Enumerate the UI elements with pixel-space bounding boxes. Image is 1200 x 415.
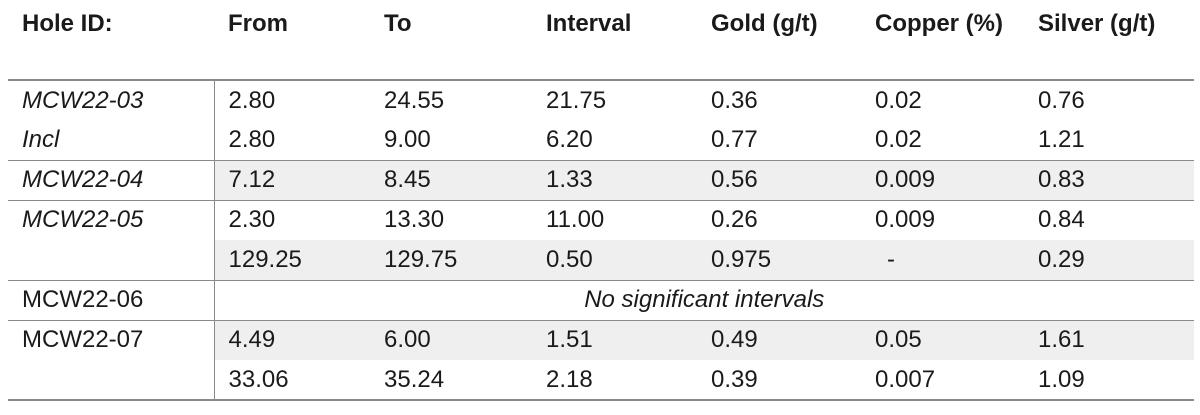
interval-cell: 11.00 xyxy=(532,199,697,240)
from-cell: 2.30 xyxy=(214,199,370,240)
header-gold: Gold (g/t) xyxy=(697,0,861,81)
from-cell: 33.06 xyxy=(214,360,370,401)
from-cell: 129.25 xyxy=(214,240,370,280)
table-row: MCW22-05 2.30 13.30 11.00 0.26 0.009 0.8… xyxy=(8,199,1194,240)
hole-id-cell: MCW22-04 xyxy=(8,159,215,200)
to-cell: 13.30 xyxy=(370,199,532,240)
to-cell: 35.24 xyxy=(370,360,532,401)
silver-cell: 0.83 xyxy=(1024,159,1194,200)
table-row: MCW22-03 2.80 24.55 21.75 0.36 0.02 0.76 xyxy=(8,79,1194,120)
from-cell: 7.12 xyxy=(214,159,370,200)
copper-cell: 0.02 xyxy=(861,79,1024,120)
header-interval: Interval xyxy=(532,0,697,81)
copper-cell: 0.05 xyxy=(861,319,1024,360)
table-row: MCW22-04 7.12 8.45 1.33 0.56 0.009 0.83 xyxy=(8,159,1194,200)
hole-id-cell: MCW22-06 xyxy=(8,279,215,320)
copper-cell: 0.009 xyxy=(861,199,1024,240)
gold-cell: 0.975 xyxy=(697,240,861,280)
hole-id-cell: Incl xyxy=(8,120,215,160)
table-row: MCW22-06 No significant intervals xyxy=(8,279,1194,320)
table-row: MCW22-07 4.49 6.00 1.51 0.49 0.05 1.61 xyxy=(8,319,1194,360)
gold-cell: 0.49 xyxy=(697,319,861,360)
silver-cell: 1.21 xyxy=(1038,125,1085,153)
interval-cell: 6.20 xyxy=(546,125,593,153)
copper-cell: - xyxy=(861,240,1024,280)
interval-cell: 1.51 xyxy=(532,319,697,360)
table-row: 129.25 129.75 0.50 0.975 - 0.29 xyxy=(8,240,1194,280)
interval-cell: 21.75 xyxy=(532,79,697,120)
table-body: MCW22-03 2.80 24.55 21.75 0.36 0.02 0.76… xyxy=(8,79,1194,401)
gold-cell: 0.56 xyxy=(697,159,861,200)
gold-cell: 0.26 xyxy=(697,199,861,240)
to-cell: 8.45 xyxy=(370,159,532,200)
header-hole-id: Hole ID: xyxy=(8,0,214,81)
drill-results-table: Hole ID: From To Interval Gold (g/t) Cop… xyxy=(8,0,1194,401)
to-cell: 9.00 xyxy=(384,125,431,153)
header-row: Hole ID: From To Interval Gold (g/t) Cop… xyxy=(8,0,1194,81)
to-cell: 24.55 xyxy=(370,79,532,120)
hole-id-cell: MCW22-07 xyxy=(8,319,215,360)
header-silver: Silver (g/t) xyxy=(1024,0,1194,81)
gold-cell: 0.77 xyxy=(711,125,758,153)
interval-cell: 2.18 xyxy=(532,360,697,401)
silver-cell: 1.09 xyxy=(1024,360,1194,401)
interval-cell: 1.33 xyxy=(532,159,697,200)
hole-id-cell: MCW22-05 xyxy=(8,199,215,240)
header-copper: Copper (%) xyxy=(861,0,1024,81)
silver-cell: 1.61 xyxy=(1024,319,1194,360)
from-cell: 2.80 xyxy=(228,125,276,153)
gold-cell: 0.36 xyxy=(697,79,861,120)
silver-cell: 0.84 xyxy=(1024,199,1194,240)
header-from: From xyxy=(214,0,370,81)
table-header: Hole ID: From To Interval Gold (g/t) Cop… xyxy=(8,0,1194,81)
from-cell: 4.49 xyxy=(214,319,370,360)
hole-id-cell xyxy=(8,240,215,280)
from-cell: 2.80 xyxy=(214,79,370,120)
gold-cell: 0.39 xyxy=(697,360,861,401)
no-intervals-note: No significant intervals xyxy=(214,279,1194,320)
table-row: 33.06 35.24 2.18 0.39 0.007 1.09 xyxy=(8,360,1194,401)
silver-cell: 0.29 xyxy=(1024,240,1194,280)
to-cell: 129.75 xyxy=(370,240,532,280)
hole-id-cell xyxy=(8,360,215,401)
interval-cell: 0.50 xyxy=(532,240,697,280)
hole-id-cell: MCW22-03 xyxy=(8,79,215,120)
copper-cell: 0.009 xyxy=(861,159,1024,200)
header-to: To xyxy=(370,0,532,81)
table-row: Incl 2.80 9.00 6.20 0.77 0.02 1.21 xyxy=(8,120,1194,160)
copper-cell: 0.02 xyxy=(875,125,922,153)
silver-cell: 0.76 xyxy=(1024,79,1194,120)
copper-cell: 0.007 xyxy=(861,360,1024,401)
to-cell: 6.00 xyxy=(370,319,532,360)
